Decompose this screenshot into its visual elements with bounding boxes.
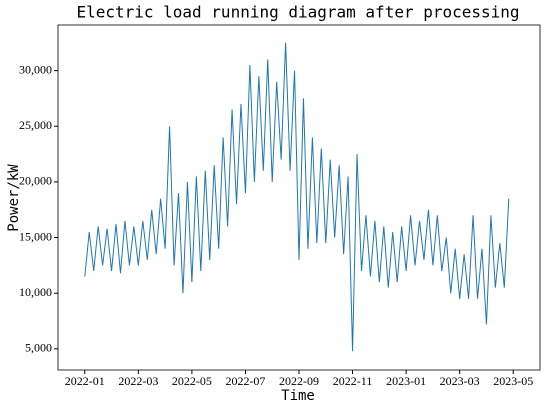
y-tick-label: 5,000 — [25, 341, 52, 355]
y-tick-label: 15,000 — [19, 229, 52, 243]
x-tick-label: 2023-05 — [493, 374, 533, 388]
x-tick-label: 2022-09 — [279, 374, 319, 388]
y-tick-label: 20,000 — [19, 174, 52, 188]
x-tick-label: 2022-05 — [172, 374, 212, 388]
plot-frame — [57, 24, 541, 371]
x-tick-label: 2022-03 — [118, 374, 158, 388]
chart-title: Electric load running diagram after proc… — [76, 3, 519, 22]
x-axis-label: Time — [281, 388, 315, 404]
x-tick-label: 2022-07 — [225, 374, 265, 388]
y-tick-label: 30,000 — [19, 62, 52, 76]
x-tick-label: 2022-01 — [65, 374, 105, 388]
x-tick-label: 2023-01 — [386, 374, 426, 388]
x-tick-label: 2022-11 — [333, 374, 373, 388]
y-tick-label: 25,000 — [19, 118, 52, 132]
y-axis-label: Power/kW — [6, 164, 22, 232]
x-tick-label: 2023-03 — [440, 374, 480, 388]
y-tick-label: 10,000 — [19, 285, 52, 299]
data-line — [84, 42, 510, 352]
